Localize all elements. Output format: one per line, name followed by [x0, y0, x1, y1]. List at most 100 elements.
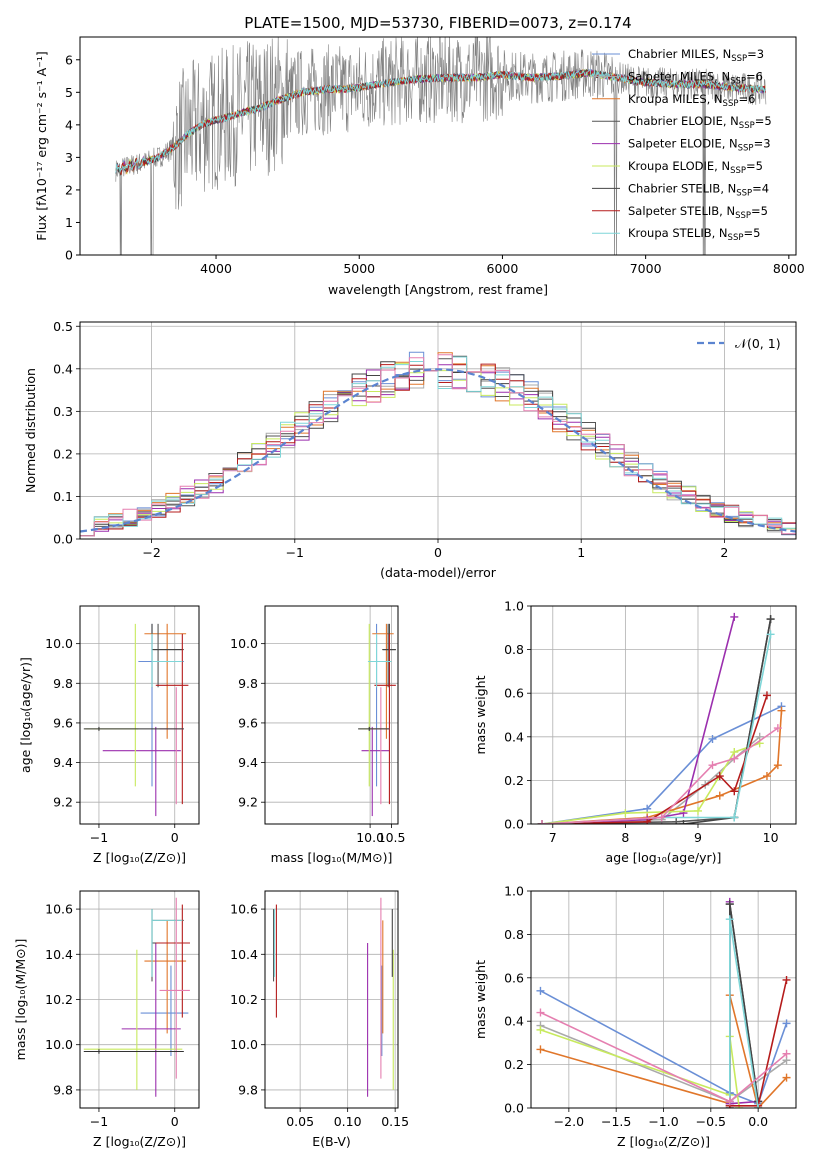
weight-marker	[766, 630, 775, 639]
legend-suffix: =5	[743, 226, 760, 240]
x-tick-label: 0	[171, 1114, 179, 1129]
x-tick-label: 2	[720, 545, 728, 560]
y-axis-label: Flux [fλ10⁻¹⁷ erg cm⁻² s⁻¹ A⁻¹]	[34, 51, 49, 240]
axes-frame	[79, 890, 200, 1109]
weight-marker	[730, 813, 739, 822]
axes-frame	[530, 890, 797, 1109]
axes-frame	[79, 36, 797, 256]
x-tick-label: 5000	[343, 261, 375, 276]
legend-entry: Salpeter ELODIE, NSSP=3	[628, 137, 771, 154]
weight-marker	[762, 772, 771, 781]
legend-sub: SSP	[736, 188, 752, 198]
y-axis-label: mass weight	[473, 675, 488, 754]
weight-marker	[762, 691, 771, 700]
y-axis-label: Normed distribution	[23, 368, 38, 493]
y-tick-label: 9.8	[238, 1082, 258, 1097]
legend-sub: SSP	[730, 76, 746, 86]
y-tick-label: 10.4	[45, 947, 73, 962]
y-tick-label: 0.8	[504, 927, 524, 942]
legend-entry: Kroupa STELIB, NSSP=5	[628, 226, 760, 243]
y-tick-label: 10.0	[45, 1037, 73, 1052]
y-tick-label: 0.2	[53, 446, 73, 461]
errorbar-plot	[358, 623, 396, 817]
legend-entry: Chabrier MILES, NSSP=3	[628, 47, 764, 64]
x-tick-label: 0	[434, 545, 442, 560]
x-tick-label: 9	[694, 830, 702, 845]
weight-marker	[715, 772, 724, 781]
axes-frame	[79, 605, 200, 825]
legend-entry: Chabrier STELIB, NSSP=4	[628, 181, 769, 198]
y-tick-label: 0.2	[504, 773, 524, 788]
x-axis-label: (data-model)/error	[380, 565, 497, 580]
axes-frame	[264, 890, 399, 1109]
x-tick-label: −1	[90, 830, 108, 845]
weight-marker	[754, 1104, 763, 1108]
weight-marker	[782, 1019, 791, 1028]
y-tick-label: 5	[65, 85, 73, 100]
legend-label: Salpeter ELODIE, N	[628, 137, 738, 151]
weight-line	[541, 616, 736, 824]
legend-label: Chabrier ELODIE, N	[628, 114, 739, 128]
y-tick-label: 0.0	[504, 817, 524, 832]
x-tick-label: 0.05	[286, 1114, 314, 1129]
y-tick-label: 1.0	[504, 884, 524, 899]
x-tick-label: 0.15	[381, 1114, 409, 1129]
y-tick-label: 0.6	[504, 970, 524, 985]
weight-plot	[536, 897, 791, 1108]
model-spectrum-line	[115, 68, 766, 174]
weight-line	[540, 990, 788, 1105]
y-tick-label: 4	[65, 117, 73, 132]
weight-marker	[708, 761, 717, 770]
legend-suffix: =5	[755, 114, 772, 128]
y-tick-label: 0.0	[53, 532, 73, 547]
y-tick-label: 0.1	[53, 489, 73, 504]
legend-label: Kroupa MILES, N	[628, 92, 723, 106]
legend-sub: SSP	[735, 211, 751, 221]
x-axis-label: wavelength [Angstrom, rest frame]	[328, 282, 548, 297]
y-tick-label: 10.4	[230, 947, 258, 962]
legend-sub: SSP	[723, 99, 739, 109]
weight-marker	[782, 975, 791, 984]
x-tick-label: 6000	[487, 261, 519, 276]
y-tick-label: 9.2	[238, 795, 258, 810]
weight-marker	[730, 612, 739, 621]
y-tick-label: 1	[65, 215, 73, 230]
weight-marker	[730, 787, 739, 796]
y-tick-label: 9.4	[53, 755, 73, 770]
observed-spectrum	[115, 37, 767, 255]
y-tick-label: 10.0	[230, 636, 258, 651]
x-tick-label: −0.5	[696, 1114, 726, 1129]
x-tick-label: 4000	[200, 261, 232, 276]
weight-marker	[536, 1045, 545, 1054]
weight-marker	[725, 900, 734, 909]
weight-marker	[657, 813, 666, 822]
legend-suffix: =6	[746, 69, 763, 83]
weight-marker	[537, 820, 546, 824]
x-axis-label: E(B-V)	[312, 1134, 351, 1149]
legend-label: Chabrier MILES, N	[628, 47, 731, 61]
legend-sub: SSP	[730, 166, 746, 176]
y-tick-label: 9.6	[238, 715, 258, 730]
y-tick-label: 10.6	[230, 902, 258, 917]
y-tick-label: 0.3	[53, 404, 73, 419]
weight-marker	[782, 1073, 791, 1082]
axes-frame	[264, 605, 399, 825]
y-tick-label: 1.0	[504, 599, 524, 614]
weight-line	[540, 1029, 740, 1108]
y-axis-label: mass [log₁₀(M/M⊙)]	[13, 939, 28, 1061]
legend-entry: Salpeter MILES, NSSP=6	[628, 69, 763, 86]
x-tick-label: 7	[549, 830, 557, 845]
histogram-series	[80, 356, 796, 537]
y-tick-label: 10.0	[230, 1037, 258, 1052]
weight-marker	[725, 1097, 734, 1106]
y-tick-label: 9.2	[53, 795, 73, 810]
weight-marker	[643, 804, 652, 813]
x-tick-label: 0	[171, 830, 179, 845]
weight-marker	[679, 809, 688, 818]
weight-marker	[536, 1008, 545, 1017]
histogram-plot	[80, 351, 796, 537]
errorbar-plot	[83, 623, 189, 817]
legend-sub: SSP	[739, 121, 755, 131]
x-tick-label: −1.5	[601, 1114, 631, 1129]
